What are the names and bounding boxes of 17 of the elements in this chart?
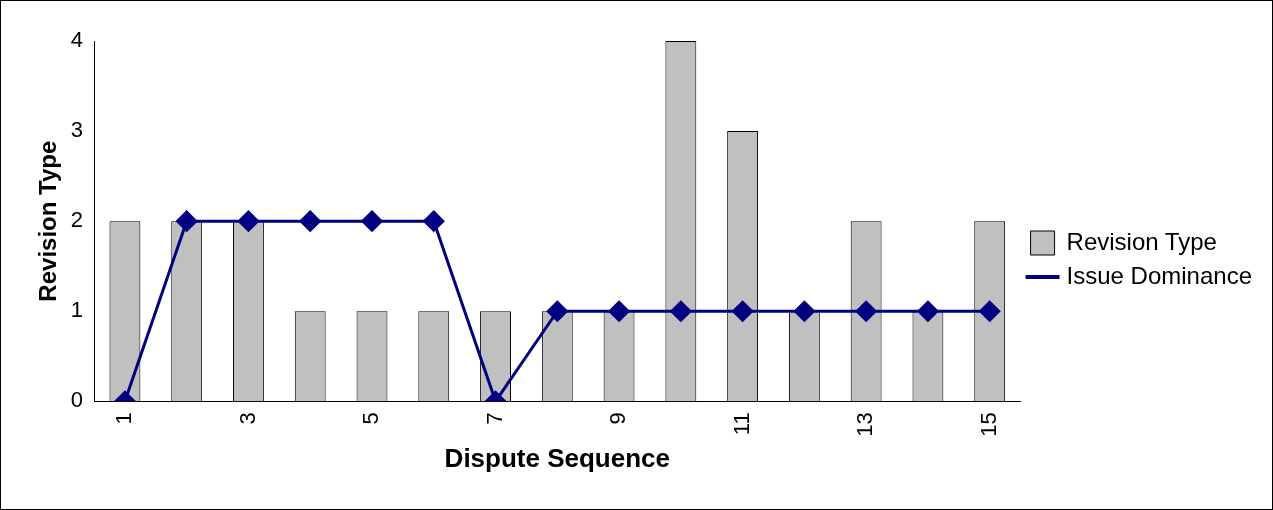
x-tick-label: 11 (728, 412, 754, 436)
x-tick-label: 7 (481, 412, 507, 425)
x-tick-label: 15 (975, 412, 1001, 437)
y-tick-label: 2 (70, 207, 84, 233)
y-tick-label: 3 (70, 117, 84, 143)
x-tick-label: 1 (110, 412, 136, 425)
x-tick-label: 5 (358, 412, 384, 425)
y-tick-label: 0 (70, 387, 84, 413)
x-tick-label: 13 (852, 412, 878, 437)
x-tick-label: 3 (234, 412, 260, 425)
legend-label: Revision Type (1066, 227, 1217, 255)
x-axis-title: Dispute Sequence (444, 442, 671, 473)
y-tick-label: 4 (70, 27, 84, 53)
legend-label: Issue Dominance (1066, 261, 1253, 289)
y-tick-label: 1 (70, 297, 84, 323)
x-tick-label: 9 (605, 412, 631, 425)
y-axis-title: Revision Type (34, 140, 62, 302)
